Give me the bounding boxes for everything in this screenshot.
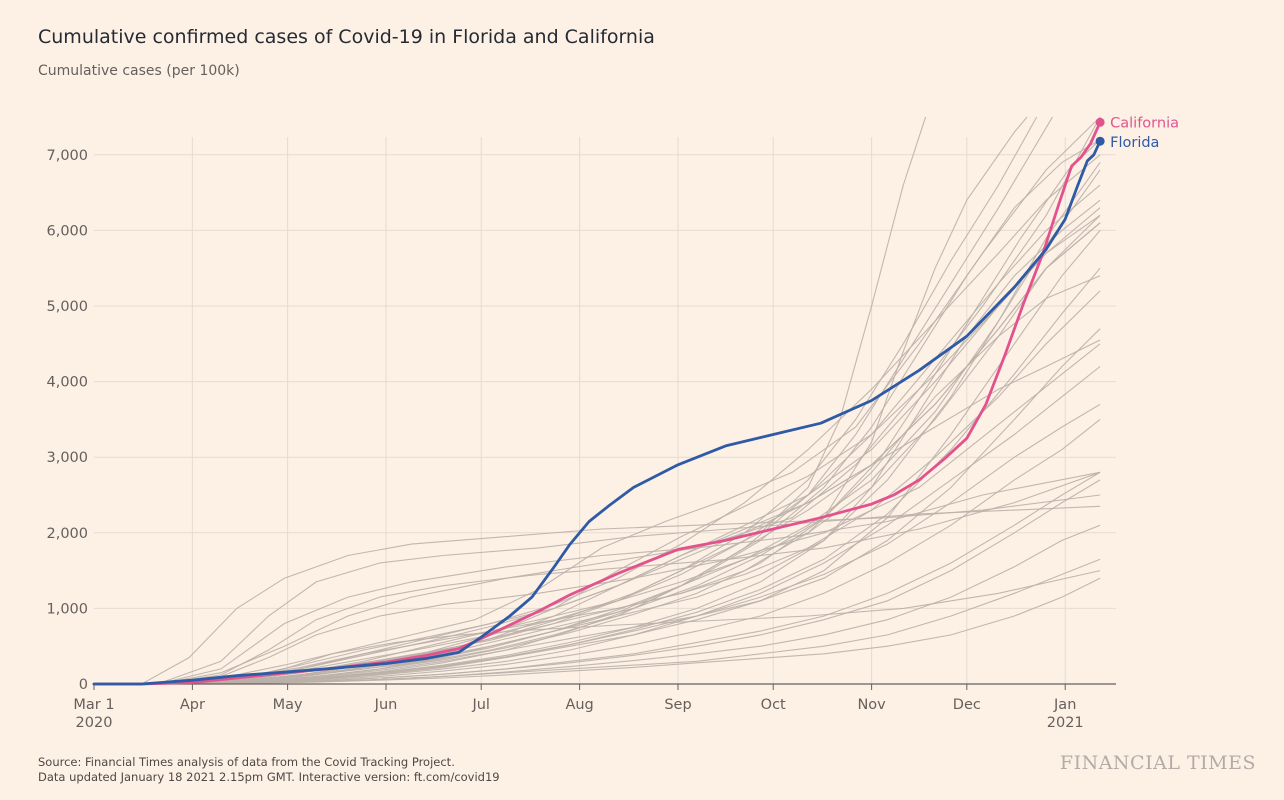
- y-tick-label: 6,000: [46, 223, 88, 239]
- state-line: [94, 275, 1101, 685]
- x-tick-label: Jul: [471, 697, 490, 713]
- y-tick-label: 7,000: [46, 148, 88, 164]
- state-line: [94, 117, 927, 685]
- state-line: [94, 139, 1101, 685]
- chart-title: Cumulative confirmed cases of Covid-19 i…: [38, 26, 655, 48]
- y-tick-label: 1,000: [46, 601, 88, 617]
- state-line: [94, 343, 1101, 685]
- y-tick-label: 5,000: [46, 299, 88, 315]
- x-tick-sublabel: 2021: [1047, 715, 1084, 731]
- california-end-marker: [1095, 117, 1105, 127]
- highlighted-series: [92, 120, 1102, 686]
- y-tick-label: 3,000: [46, 450, 88, 466]
- update-note: Data updated January 18 2021 2.15pm GMT.…: [38, 770, 500, 784]
- y-tick-label: 0: [79, 677, 88, 693]
- state-line: [94, 199, 1101, 685]
- y-tick-label: 4,000: [46, 375, 88, 391]
- state-line: [94, 524, 1101, 685]
- state-line: [94, 117, 1038, 685]
- florida-line: [92, 139, 1102, 686]
- state-line: [94, 162, 1101, 685]
- california-line: [92, 120, 1102, 686]
- x-tick-label: Apr: [180, 697, 205, 713]
- x-tick-label: Oct: [761, 697, 786, 713]
- source-note: Source: Financial Times analysis of data…: [38, 755, 455, 769]
- state-line: [94, 117, 1053, 685]
- state-line: [94, 577, 1101, 685]
- california-label: California: [1110, 115, 1179, 131]
- x-tick-label: Aug: [565, 697, 593, 713]
- x-tick-sublabel: 2020: [76, 715, 113, 731]
- state-line: [94, 471, 1101, 685]
- state-line: [94, 494, 1101, 685]
- state-line: [94, 267, 1101, 685]
- state-line: [94, 505, 1101, 685]
- state-line: [94, 418, 1101, 685]
- y-tick-label: 2,000: [46, 526, 88, 542]
- x-tick-label: Jan: [1053, 697, 1076, 713]
- state-line: [94, 154, 1101, 685]
- series-labels: California Florida: [1095, 115, 1179, 151]
- axes: 0 1,000 2,000 3,000 4,000 5,000 6,000 7,000 Mar …: [46, 148, 1116, 731]
- x-tick-label: Nov: [857, 697, 886, 713]
- state-line: [94, 479, 1101, 685]
- x-tick-label: Dec: [953, 697, 981, 713]
- x-tick-label: Sep: [664, 697, 691, 713]
- background-state-lines: [94, 117, 1101, 685]
- state-line: [94, 117, 1101, 685]
- chart-subtitle: Cumulative cases (per 100k): [38, 63, 240, 79]
- x-tick-label: May: [273, 697, 303, 713]
- florida-end-marker: [1095, 136, 1105, 146]
- x-tick-label: Mar 1: [73, 697, 114, 713]
- state-line: [94, 139, 1101, 685]
- state-line: [94, 403, 1101, 685]
- state-line: [94, 471, 1101, 685]
- state-line: [94, 230, 1101, 685]
- gridlines: [94, 137, 1116, 684]
- florida-label: Florida: [1110, 135, 1159, 151]
- chart-footer: Source: Financial Times analysis of data…: [38, 755, 500, 785]
- state-line: [94, 184, 1101, 685]
- x-tick-label: Jun: [374, 697, 398, 713]
- brand-logo: FINANCIAL TIMES: [1059, 752, 1256, 774]
